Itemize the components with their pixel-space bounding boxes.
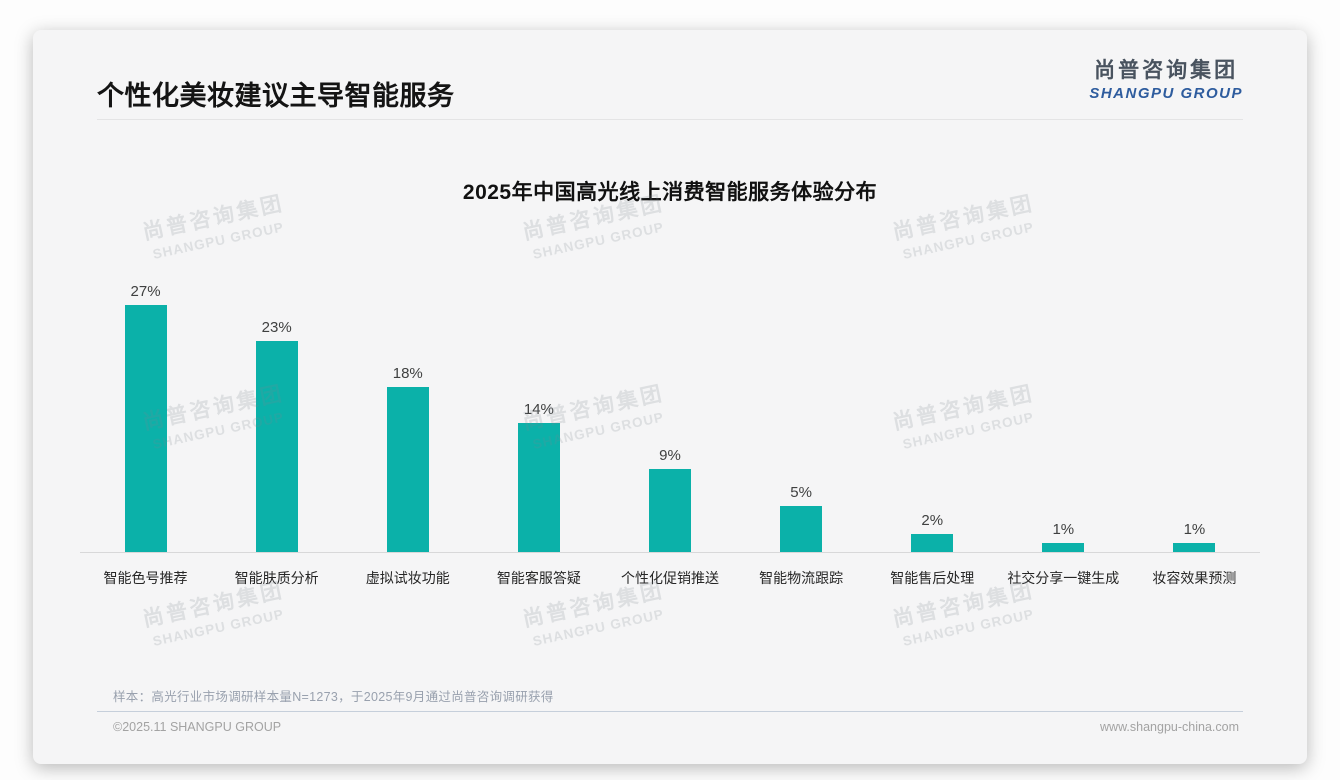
bar-chart-plot: 27% 23% 18% 14% 9% 5% 2% 1% 1% [80, 283, 1260, 553]
slide-card: 个性化美妆建议主导智能服务 尚普咨询集团 SHANGPU GROUP 2025年… [33, 30, 1307, 764]
bar-value-label: 23% [261, 319, 292, 336]
category-label: 智能物流跟踪 [759, 570, 844, 586]
category-label: 智能客服答疑 [496, 570, 581, 586]
category-label: 个性化促销推送 [620, 570, 719, 586]
bar-chart-category-axis: 智能色号推荐 智能肤质分析 虚拟试妆功能 智能客服答疑 个性化促销推送 智能物流跟踪 智能售… [80, 568, 1260, 588]
bar [386, 387, 429, 552]
title-divider [97, 119, 1243, 120]
logo-english-text: SHANGPU GROUP [1089, 85, 1243, 102]
bar [517, 423, 560, 552]
watermark-english-text: SHANGPU GROUP [531, 606, 666, 649]
watermark-english-text: SHANGPU GROUP [901, 606, 1036, 649]
footer-divider [97, 711, 1243, 712]
bar [255, 341, 298, 552]
bar [1173, 543, 1216, 552]
page-title: 个性化美妆建议主导智能服务 [97, 81, 455, 111]
bar-column: 18% [342, 283, 473, 552]
bar [1042, 543, 1085, 552]
bar [124, 305, 167, 552]
bar-column: 23% [211, 283, 342, 552]
bar-value-label: 5% [790, 484, 812, 501]
bar [780, 506, 823, 552]
copyright-text: ©2025.11 SHANGPU GROUP [113, 720, 282, 734]
watermark-english-text: SHANGPU GROUP [151, 219, 286, 262]
website-text: www.shangpu-china.com [1100, 720, 1239, 734]
bar-value-label: 27% [130, 283, 161, 300]
bar-value-label: 14% [523, 401, 554, 418]
sample-note: 样本：高光行业市场调研样本量N=1273，于2025年9月通过尚普咨询调研获得 [113, 690, 554, 704]
bar-column: 1% [1129, 283, 1260, 552]
bar-value-label: 1% [1183, 521, 1206, 538]
category-label: 虚拟试妆功能 [365, 570, 450, 586]
bar-column: 5% [736, 283, 867, 552]
bar [648, 469, 691, 552]
watermark-english-text: SHANGPU GROUP [531, 219, 666, 262]
watermark-english-text: SHANGPU GROUP [901, 219, 1036, 262]
bar-column: 2% [867, 283, 998, 552]
bar-value-label: 9% [659, 447, 681, 464]
bar-column: 14% [473, 283, 604, 552]
bar-value-label: 18% [392, 365, 423, 382]
company-logo: 尚普咨询集团 SHANGPU GROUP [1089, 54, 1243, 102]
category-label: 智能肤质分析 [234, 570, 319, 586]
bar-column: 27% [80, 283, 211, 552]
logo-chinese-text: 尚普咨询集团 [1094, 59, 1239, 82]
bar-value-label: 1% [1052, 521, 1075, 538]
category-label: 妆容效果预测 [1152, 570, 1237, 586]
bar-column: 9% [604, 283, 735, 552]
category-label: 社交分享一键生成 [1007, 570, 1120, 586]
bar-value-label: 2% [921, 512, 944, 529]
bar [911, 534, 954, 552]
watermark-english-text: SHANGPU GROUP [151, 606, 286, 649]
category-label: 智能色号推荐 [103, 570, 188, 586]
bar-column: 1% [998, 283, 1129, 552]
category-label: 智能售后处理 [890, 570, 975, 586]
chart-title: 2025年中国高光线上消费智能服务体验分布 [462, 181, 878, 204]
